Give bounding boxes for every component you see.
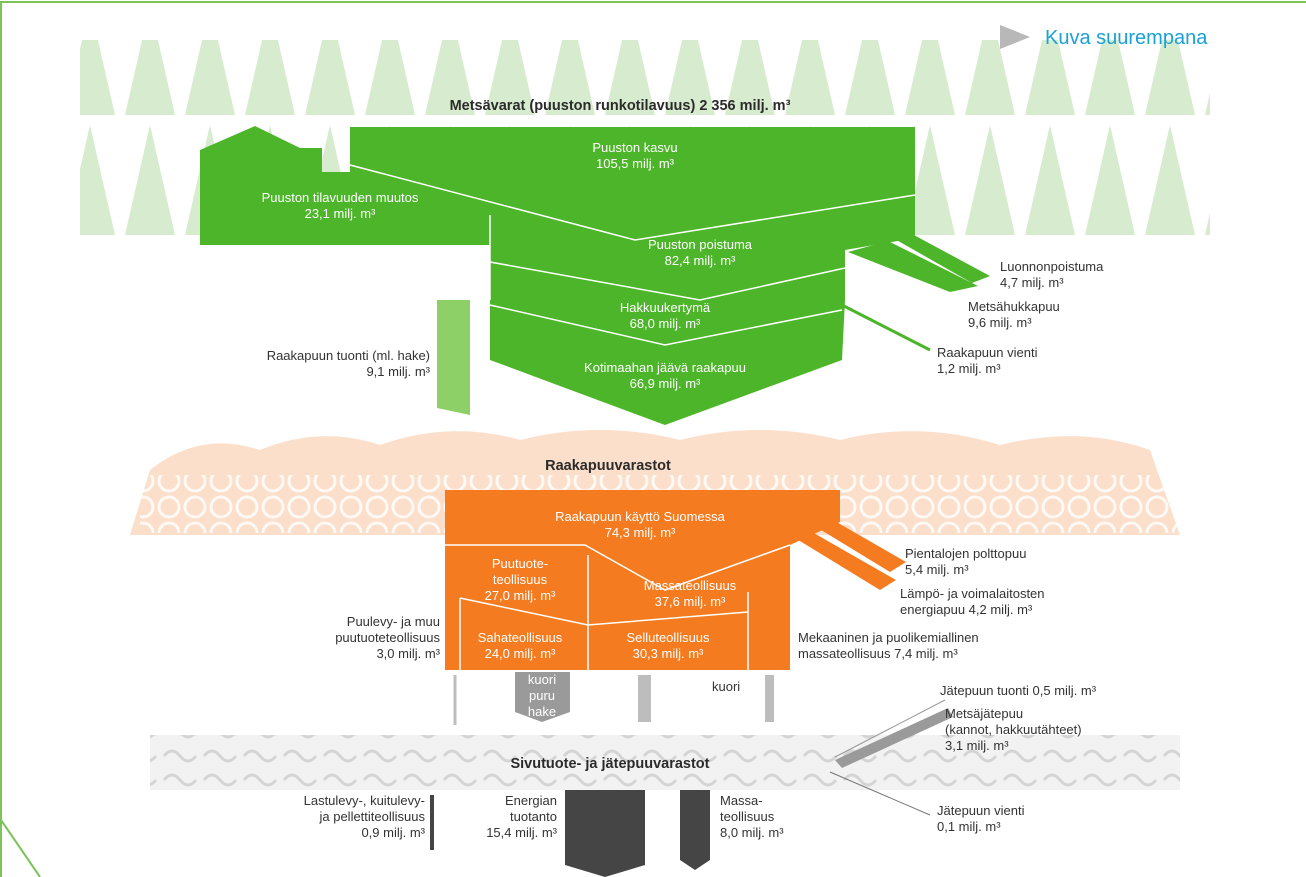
flow-label: Puulevy- ja muu (347, 614, 440, 629)
flow-label: Energian (505, 793, 557, 808)
usage-flow (445, 490, 840, 670)
flow-label: 1,2 milj. m³ (937, 361, 1001, 376)
flow-label: 105,5 milj. m³ (596, 156, 675, 171)
flow-label: Jätepuun vienti (937, 803, 1025, 818)
flow-label: puutuoteteollisuus (335, 630, 440, 645)
section-title: Sivutuote- ja jätepuuvarastot (510, 756, 709, 772)
flow-label: puru (529, 688, 555, 703)
section-title: Raakapuuvarastot (545, 458, 671, 474)
flow-label: 66,9 milj. m³ (630, 376, 701, 391)
flow-label: Metsäjätepuu (945, 706, 1023, 721)
flow-label: hake (528, 704, 556, 719)
enlarge-link[interactable]: Kuva suurempana (1045, 27, 1208, 49)
flow-label: Jätepuun tuonti 0,5 milj. m³ (940, 683, 1097, 698)
flow-label: 5,4 milj. m³ (905, 562, 969, 577)
flow-label: massateollisuus 7,4 milj. m³ (798, 646, 958, 661)
forest-flow (200, 126, 915, 300)
flow-label: energiapuu 4,2 milj. m³ (900, 602, 1033, 617)
flow-label: 0,9 milj. m³ (361, 825, 425, 840)
section-title: Metsävarat (puuston runkotilavuus) 2 356… (450, 98, 791, 114)
flow-label: Selluteollisuus (626, 630, 710, 645)
flow-label: 15,4 milj. m³ (486, 825, 557, 840)
flow-label: tuotanto (510, 809, 557, 824)
flow-label: teollisuus (720, 809, 775, 824)
separator (489, 261, 846, 301)
flow-label: Puuston kasvu (592, 140, 677, 155)
flow-label: Puuston tilavuuden muutos (262, 190, 419, 205)
export-flow (841, 303, 931, 352)
flow-label: 37,6 milj. m³ (655, 594, 726, 609)
flow-label: Raakapuun vienti (937, 345, 1038, 360)
flow-label: 3,1 milj. m³ (945, 738, 1009, 753)
flow-label: Luonnonpoistuma (1000, 259, 1104, 274)
flow-label: 74,3 milj. m³ (605, 525, 676, 540)
energywood-flow (795, 532, 896, 590)
forest-waste-flow (835, 708, 953, 768)
separator (489, 304, 843, 346)
waste-export-flow (829, 771, 931, 816)
flow-label: 8,0 milj. m³ (720, 825, 784, 840)
flow-label: Lastulevy-, kuitulevy- (304, 793, 425, 808)
pulp-flow (680, 790, 710, 870)
flow-label: 82,4 milj. m³ (665, 253, 736, 268)
byproduct-flow (515, 672, 570, 722)
flow-label: Raakapuun tuonti (ml. hake) (267, 348, 430, 363)
board-flow (430, 795, 434, 850)
flow-label: 27,0 milj. m³ (485, 588, 556, 603)
flow-label: Pientalojen polttopuu (905, 546, 1026, 561)
separator (445, 544, 791, 591)
flow-label: Kotimaahan jäävä raakapuu (584, 360, 746, 375)
flow-label: Sahateollisuus (478, 630, 563, 645)
natural-drain-flow (893, 234, 990, 283)
flow-label: 9,6 milj. m³ (968, 315, 1032, 330)
byproduct-flow (765, 675, 774, 722)
flow-label: 4,7 milj. m³ (1000, 275, 1064, 290)
flow-label: Lämpö- ja voimalaitosten (900, 586, 1045, 601)
flow-label: 23,1 milj. m³ (305, 206, 376, 221)
flow-label: Massa- (720, 793, 763, 808)
byproduct-pattern (150, 735, 1180, 790)
flow-label: 68,0 milj. m³ (630, 316, 701, 331)
byproduct-flow (638, 675, 651, 722)
flow-label: 30,3 milj. m³ (633, 646, 704, 661)
flow-label: Puuston poistuma (648, 237, 753, 252)
separator (349, 164, 916, 241)
flow-label: Metsähukkapuu (968, 299, 1060, 314)
harvest-flow (490, 300, 845, 425)
waste-import-flow (834, 699, 946, 758)
flow-label: 9,1 milj. m³ (366, 364, 430, 379)
flow-label: teollisuus (493, 572, 548, 587)
flow-label: ja pellettiteollisuus (318, 809, 425, 824)
separator (459, 597, 749, 626)
flow-label: Massateollisuus (644, 578, 737, 593)
flow-label: kuori (712, 679, 740, 694)
flow-label: Hakkuukertymä (620, 300, 711, 315)
flow-label: Puutuote- (492, 556, 548, 571)
frame-corner (0, 819, 41, 877)
flow-label: Mekaaninen ja puolikemiallinen (798, 630, 979, 645)
flow-label: (kannot, hakkuutähteet) (945, 722, 1082, 737)
flow-label: 24,0 milj. m³ (485, 646, 556, 661)
flow-label: 0,1 milj. m³ (937, 819, 1001, 834)
import-flow (437, 300, 470, 415)
firewood-flow (808, 516, 906, 572)
flow-label: Raakapuun käyttö Suomessa (555, 509, 726, 524)
loss-flow (848, 241, 978, 292)
flow-label: kuori (528, 672, 556, 687)
flow-label: 3,0 milj. m³ (376, 646, 440, 661)
energy-flow (565, 790, 645, 877)
